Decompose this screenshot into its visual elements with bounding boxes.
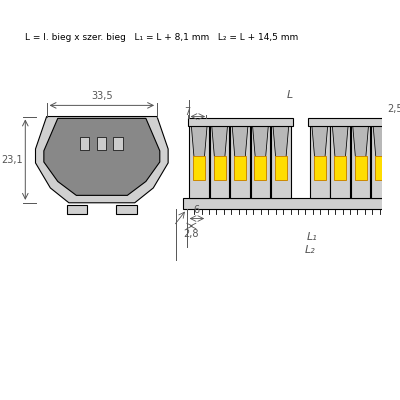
Bar: [67, 205, 88, 214]
Polygon shape: [36, 116, 168, 203]
Text: 2,8: 2,8: [184, 229, 199, 239]
Polygon shape: [44, 118, 160, 195]
Text: 33,5: 33,5: [91, 91, 113, 101]
Bar: [314, 156, 326, 180]
Text: 6: 6: [194, 205, 200, 215]
Bar: [330, 126, 350, 198]
Polygon shape: [252, 126, 268, 158]
Polygon shape: [332, 126, 348, 158]
Bar: [214, 156, 226, 180]
Bar: [334, 156, 346, 180]
Bar: [308, 118, 394, 126]
Bar: [97, 137, 106, 150]
Bar: [116, 205, 137, 214]
Bar: [354, 156, 367, 180]
Polygon shape: [312, 126, 328, 158]
Bar: [230, 126, 250, 198]
Bar: [371, 126, 391, 198]
Polygon shape: [273, 126, 289, 158]
Bar: [254, 156, 266, 180]
Bar: [183, 198, 394, 209]
Polygon shape: [353, 126, 368, 158]
Bar: [234, 156, 246, 180]
Bar: [210, 126, 229, 198]
Bar: [251, 126, 270, 198]
Bar: [193, 156, 205, 180]
Bar: [114, 137, 123, 150]
Bar: [271, 126, 290, 198]
Bar: [310, 126, 330, 198]
Polygon shape: [232, 126, 248, 158]
Text: L = l. bieg x szer. bieg   L₁ = L + 8,1 mm   L₂ = L + 14,5 mm: L = l. bieg x szer. bieg L₁ = L + 8,1 mm…: [25, 33, 298, 42]
Bar: [80, 137, 89, 150]
Text: 23,1: 23,1: [1, 155, 22, 165]
Polygon shape: [373, 126, 389, 158]
Polygon shape: [191, 126, 207, 158]
Text: 2,5: 2,5: [388, 104, 400, 114]
Bar: [275, 156, 287, 180]
Bar: [351, 126, 370, 198]
Text: 7: 7: [184, 106, 191, 116]
Text: L: L: [287, 90, 293, 100]
Text: L₁: L₁: [306, 232, 317, 242]
Polygon shape: [212, 126, 228, 158]
Bar: [188, 118, 293, 126]
Text: L₂: L₂: [305, 245, 316, 255]
Bar: [375, 156, 387, 180]
Bar: [190, 126, 209, 198]
